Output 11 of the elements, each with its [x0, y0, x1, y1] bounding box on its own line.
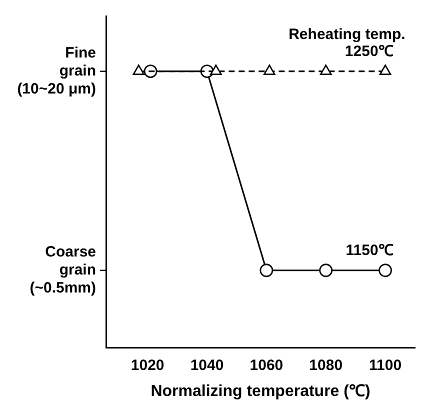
legend-title: Reheating temp.: [288, 26, 406, 43]
series-label: 1250℃: [344, 42, 394, 60]
x-tick-label: 1020: [130, 356, 164, 374]
text: Coarse grain (~0.5mm): [30, 244, 96, 297]
text: Fine grain (10~20 μm): [17, 44, 96, 98]
series-label: 1150℃: [346, 242, 394, 260]
x-tick-label: 1080: [309, 356, 343, 374]
x-axis-title: Normalizing temperature (℃): [150, 382, 370, 400]
x-tick-label: 1100: [369, 356, 402, 374]
x-tick-label: 1060: [250, 356, 284, 374]
x-tick-label: 1040: [190, 356, 224, 374]
